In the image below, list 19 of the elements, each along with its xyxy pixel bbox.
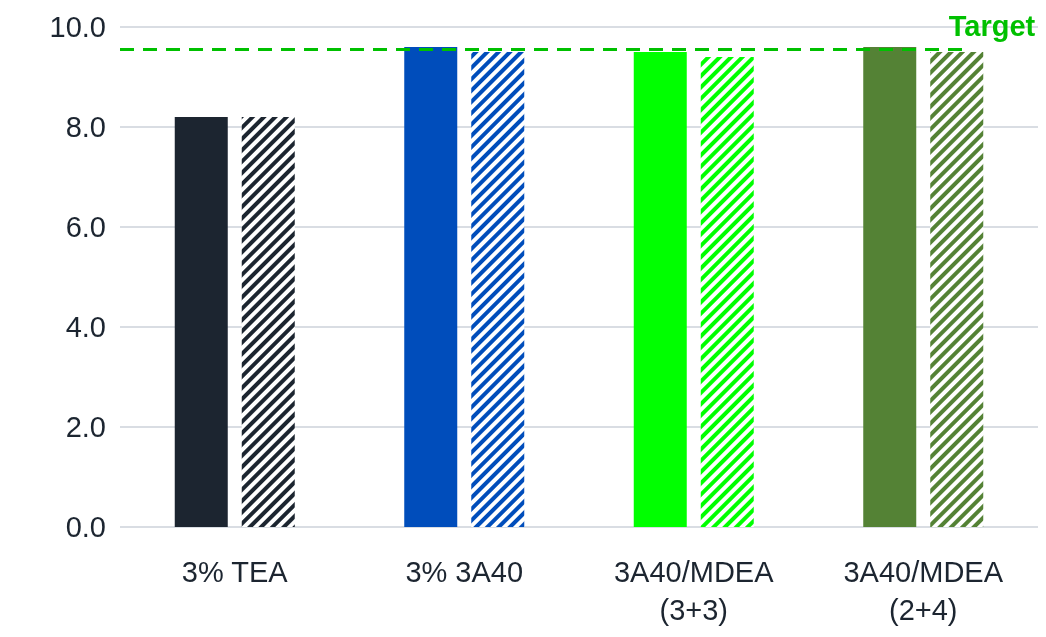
bar [241, 117, 295, 527]
y-tick-label: 8.0 [65, 111, 106, 144]
y-tick-label: 6.0 [65, 211, 106, 244]
bar [863, 47, 917, 527]
x-tick-label: 3% TEA [181, 556, 289, 588]
bar [700, 57, 754, 527]
bar [633, 52, 687, 527]
y-tick-label: 2.0 [65, 411, 106, 444]
y-tick-label: 4.0 [65, 311, 106, 344]
y-tick-label: 10.0 [49, 11, 106, 44]
bar [471, 52, 525, 527]
x-tick-label: 3% 3A40 [405, 556, 524, 588]
bar [404, 47, 458, 527]
x-tick-label: 3A40/MDEA (2+4) [843, 556, 1004, 626]
x-tick-label: 3A40/MDEA (3+3) [613, 556, 775, 626]
ref-line-label: Target [948, 9, 1036, 42]
y-tick-label: 0.0 [65, 511, 106, 544]
bar [174, 117, 228, 527]
bar [930, 52, 984, 527]
